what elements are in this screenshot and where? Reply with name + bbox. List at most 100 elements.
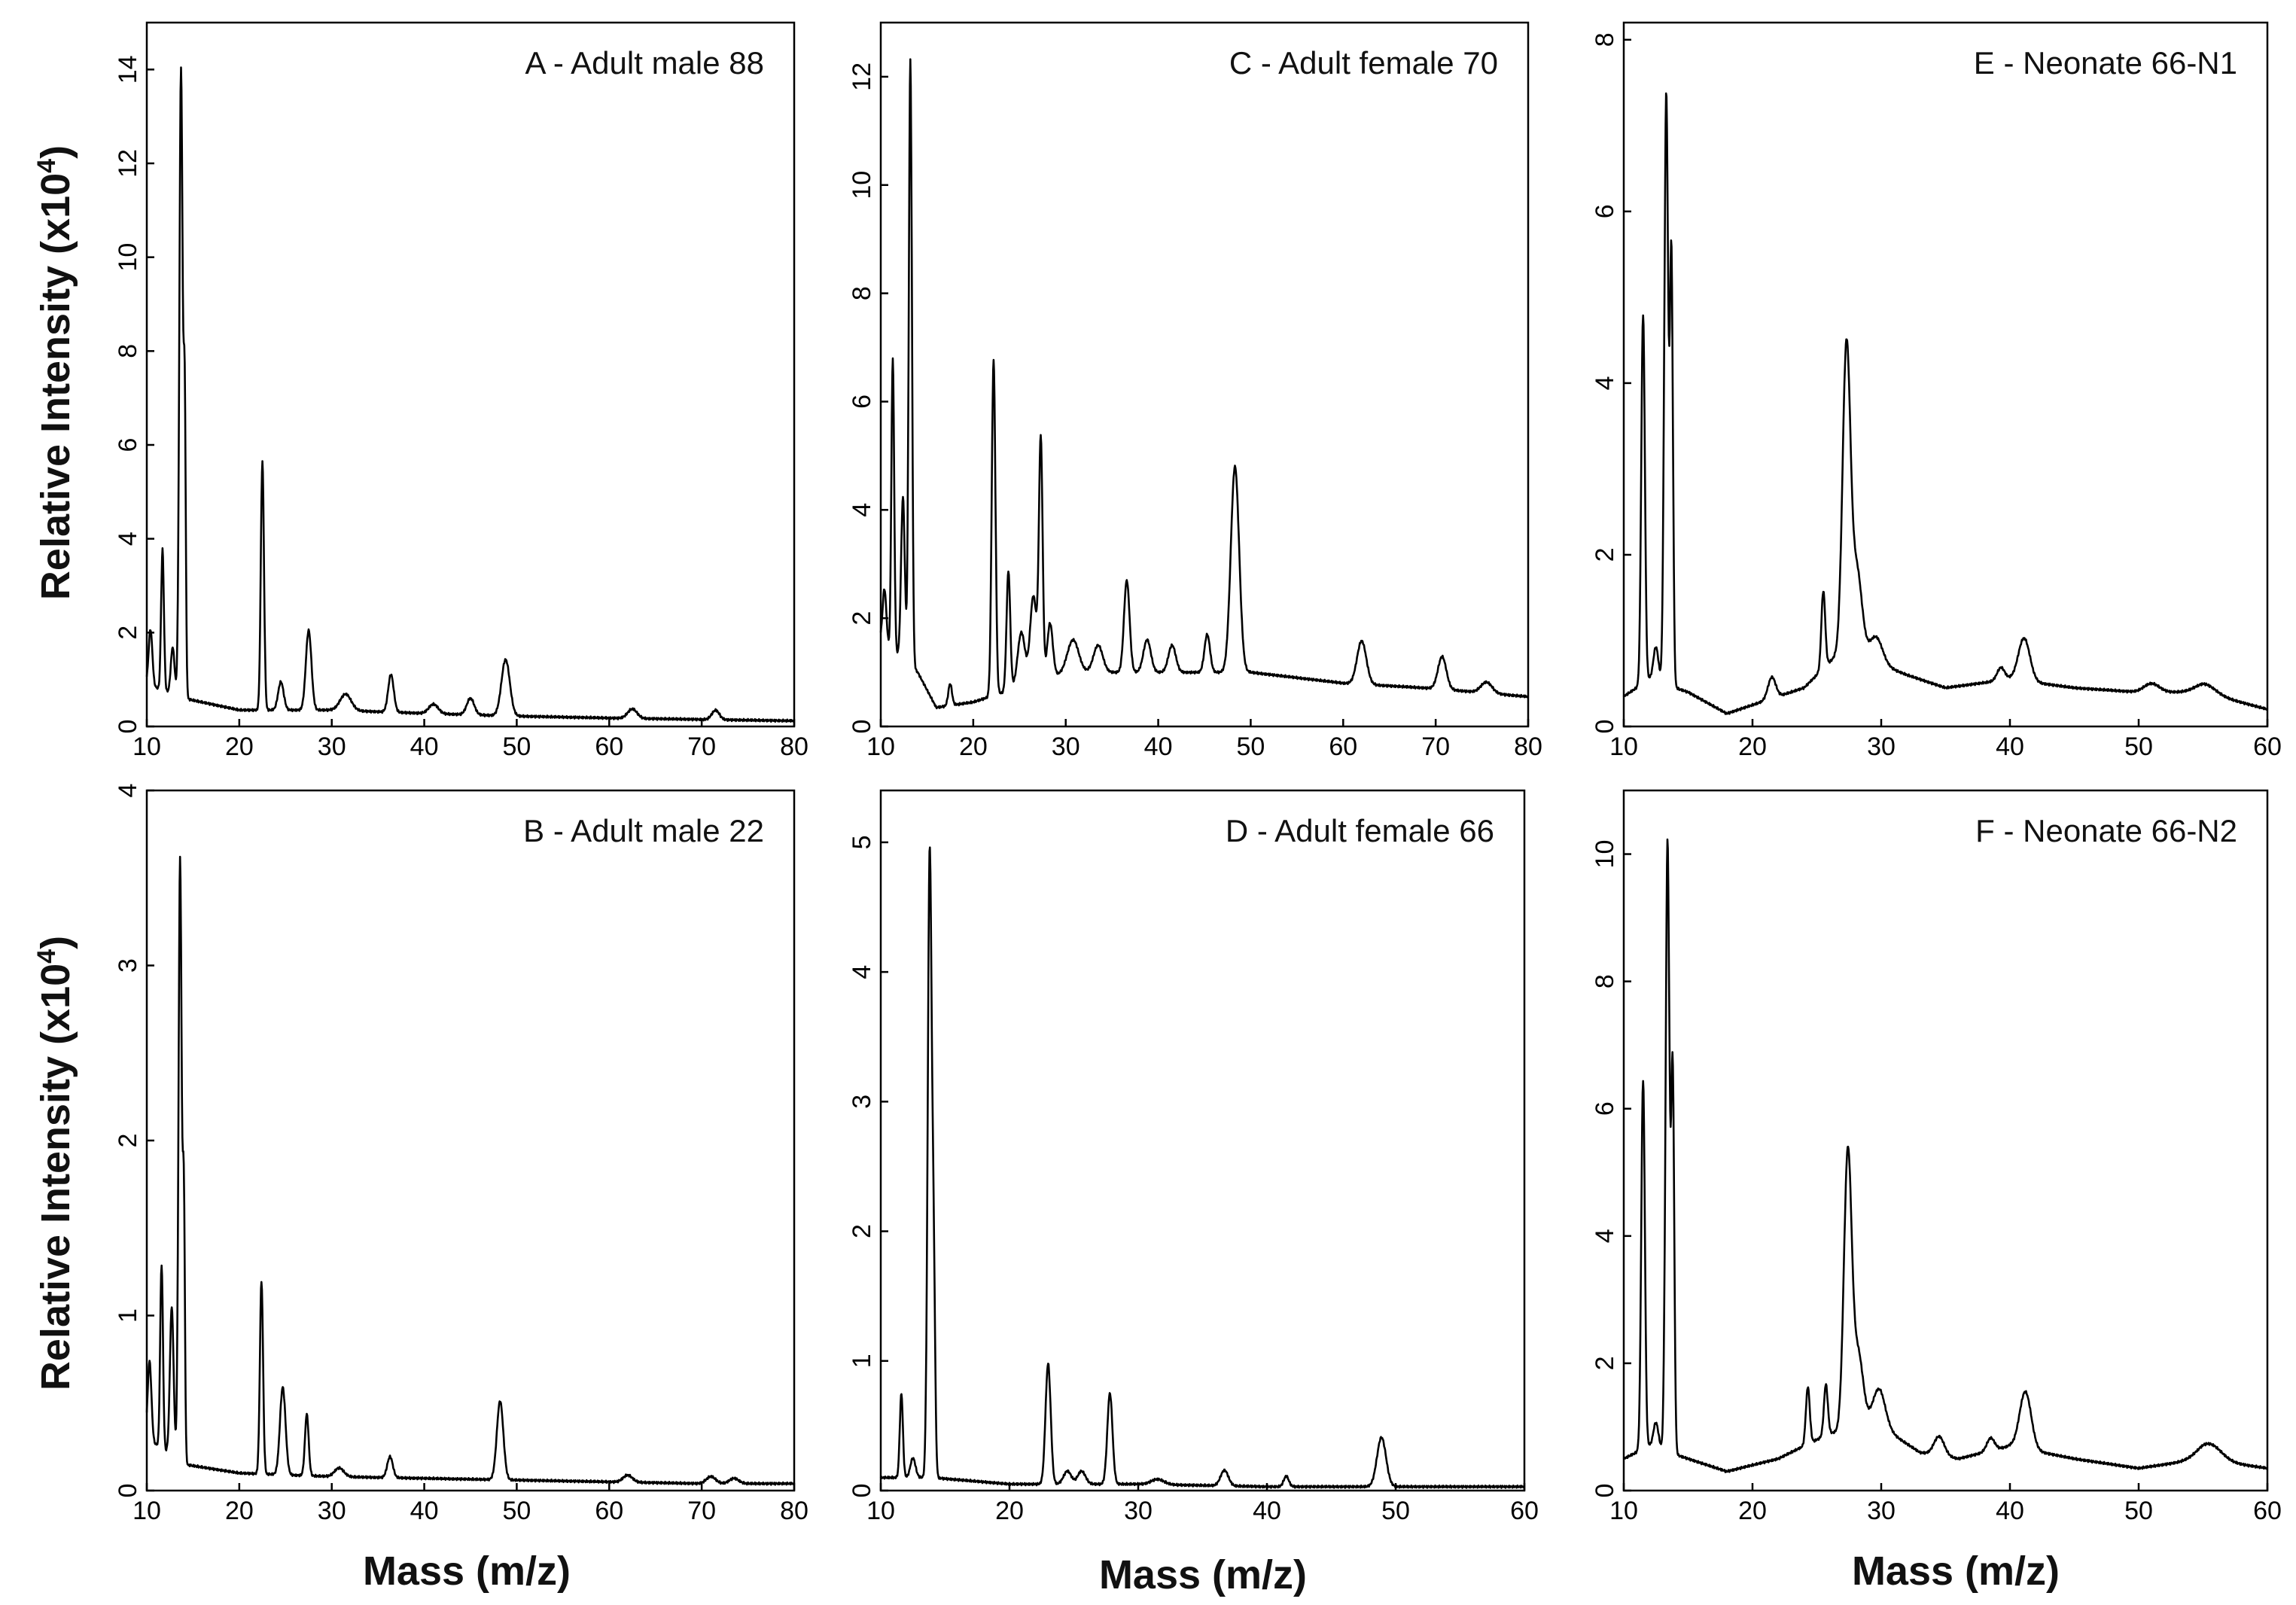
- x-tick-label: 10: [132, 1497, 161, 1525]
- x-tick-label: 30: [1867, 732, 1896, 761]
- spectrum-trace-B: [145, 855, 796, 1486]
- x-tick-label: 40: [1144, 732, 1173, 761]
- x-tick-label: 40: [410, 732, 439, 761]
- y-tick-label: 3: [848, 1095, 876, 1109]
- x-tick-label: 60: [595, 1497, 623, 1525]
- x-tick-label: 40: [1996, 732, 2024, 761]
- plot-frame-F: [1622, 789, 2269, 1492]
- x-tick-label: 70: [687, 1497, 716, 1525]
- x-tick-label: 50: [1381, 1497, 1410, 1525]
- y-tick-label: 6: [848, 394, 876, 409]
- panel-F: 10 20 30 40 50 60 0 2 4 6 8 10 F - Neonate 66-N2: [1591, 789, 2282, 1525]
- x-tick-label: 30: [1867, 1497, 1896, 1525]
- plot-frame-C: [879, 21, 1530, 728]
- panel-title-F: F - Neonate 66-N2: [1975, 813, 2237, 848]
- x-axis-title-left: Mass (m/z): [363, 1549, 571, 1594]
- y-axis-title-top: Relative Intensity (x104): [32, 145, 78, 600]
- x-tick-label: 20: [225, 732, 254, 761]
- y-tick-label: 6: [1591, 1101, 1619, 1116]
- y-tick-label: 0: [114, 720, 142, 734]
- x-tick-label: 20: [225, 1497, 254, 1525]
- x-tick-label: 60: [2253, 1497, 2282, 1525]
- panel-title-A: A - Adult male 88: [525, 45, 764, 81]
- panel-A: 10 20 30 40 50 60 70 80 0 2 4 6 8 10 12 14 A - Adult mal…: [114, 21, 808, 761]
- y-axis-title-bottom: Relative Intensity (x104): [32, 936, 78, 1390]
- x-tick-label: 10: [866, 1497, 895, 1525]
- y-tick-label: 8: [1591, 974, 1619, 988]
- x-tick-label: 40: [1996, 1497, 2024, 1525]
- panel-title-E: E - Neonate 66-N1: [1974, 45, 2237, 81]
- y-tick-label: 2: [1591, 547, 1619, 562]
- x-tick-label: 30: [318, 732, 346, 761]
- y-tick-label: 12: [848, 62, 876, 91]
- panel-B: 10 20 30 40 50 60 70 80 0 1 2 3 4 B - Adult male 22: [114, 784, 808, 1525]
- y-tick-label: 14: [114, 55, 142, 84]
- y-tick-label: 10: [114, 243, 142, 272]
- y-tick-label: 2: [848, 611, 876, 626]
- x-axis-title-right: Mass (m/z): [1852, 1549, 2060, 1594]
- x-tick-label: 10: [866, 732, 895, 761]
- y-tick-label: 2: [114, 626, 142, 640]
- y-tick-label: 0: [114, 1484, 142, 1498]
- y-tick-label: 4: [114, 531, 142, 546]
- x-tick-label: 70: [687, 732, 716, 761]
- x-tick-label: 50: [2124, 1497, 2153, 1525]
- x-tick-label: 50: [503, 732, 531, 761]
- x-tick-label: 60: [595, 732, 623, 761]
- panel-D: 10 20 30 40 50 60 0 1 2 3 4 5 D - Adult female 66: [848, 789, 1539, 1525]
- y-tick-label: 0: [1591, 1484, 1619, 1498]
- spectrum-trace-F: [1622, 838, 2269, 1473]
- spectrum-trace-E: [1622, 92, 2269, 715]
- y-tick-label: 4: [848, 965, 876, 979]
- y-tick-label: 5: [848, 835, 876, 849]
- x-tick-label: 80: [1514, 732, 1542, 761]
- x-tick-label: 20: [1738, 732, 1767, 761]
- panel-title-C: C - Adult female 70: [1229, 45, 1498, 81]
- spectrum-trace-A: [145, 66, 796, 723]
- x-tick-label: 20: [1738, 1497, 1767, 1525]
- y-tick-label: 10: [1591, 840, 1619, 869]
- x-tick-label: 60: [2253, 732, 2282, 761]
- x-tick-label: 70: [1421, 732, 1450, 761]
- x-axis-title-middle: Mass (m/z): [1099, 1552, 1307, 1597]
- y-tick-label: 12: [114, 149, 142, 178]
- plot-frame-D: [879, 789, 1526, 1492]
- y-tick-label: 0: [1591, 720, 1619, 734]
- panel-E: 10 20 30 40 50 60 0 2 4 6 8 E - Neonate 66-N1: [1591, 21, 2282, 761]
- x-tick-label: 50: [2124, 732, 2153, 761]
- spectrum-trace-D: [879, 846, 1526, 1489]
- x-tick-label: 80: [780, 732, 808, 761]
- y-tick-label: 2: [848, 1224, 876, 1238]
- x-tick-label: 40: [1253, 1497, 1281, 1525]
- x-tick-label: 50: [1237, 732, 1265, 761]
- x-tick-label: 10: [1609, 732, 1638, 761]
- y-tick-label: 10: [848, 171, 876, 199]
- x-tick-label: 60: [1510, 1497, 1539, 1525]
- y-tick-label: 0: [848, 1484, 876, 1498]
- x-tick-label: 30: [318, 1497, 346, 1525]
- panel-title-D: D - Adult female 66: [1226, 813, 1494, 848]
- y-tick-label: 4: [1591, 1229, 1619, 1243]
- y-tick-label: 1: [114, 1308, 142, 1323]
- x-tick-label: 20: [995, 1497, 1024, 1525]
- x-tick-label: 50: [503, 1497, 531, 1525]
- plot-frame-B: [145, 789, 796, 1492]
- y-tick-label: 8: [1591, 32, 1619, 47]
- x-tick-label: 30: [1124, 1497, 1153, 1525]
- y-tick-label: 3: [114, 958, 142, 973]
- x-tick-label: 10: [132, 732, 161, 761]
- x-tick-label: 30: [1052, 732, 1080, 761]
- plot-frame-A: [145, 21, 796, 728]
- y-tick-label: 6: [114, 438, 142, 452]
- y-tick-label: 2: [1591, 1356, 1619, 1370]
- x-tick-label: 10: [1609, 1497, 1638, 1525]
- y-tick-label: 0: [848, 720, 876, 734]
- spectrum-trace-C: [879, 58, 1530, 710]
- y-tick-label: 2: [114, 1134, 142, 1148]
- y-tick-label: 4: [1591, 376, 1619, 390]
- y-tick-label: 6: [1591, 204, 1619, 218]
- panel-C: 10 20 30 40 50 60 70 80 0 2 4 6 8 10 12 C - Adult femal…: [848, 21, 1542, 761]
- y-tick-label: 4: [114, 784, 142, 798]
- x-tick-label: 80: [780, 1497, 808, 1525]
